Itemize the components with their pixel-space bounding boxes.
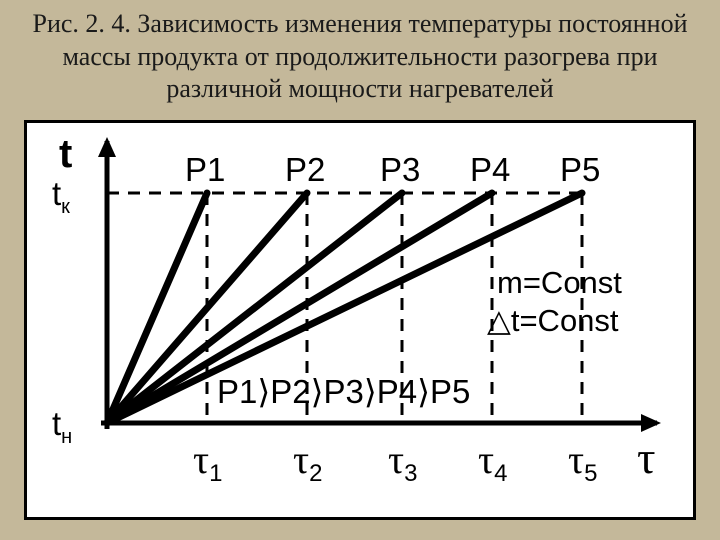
y-axis-label: t — [59, 132, 72, 176]
series-label: P3 — [380, 151, 420, 188]
y-tick-label: tн — [52, 405, 72, 448]
x-tick-label: τ2 — [293, 437, 322, 487]
x-axis-label: τ — [637, 432, 656, 483]
line-chart: P1 τ1 P2 τ2 P3 τ3 P4 τ4 P5 τ5 t τ tн tк m=Const△t=Cons… — [27, 123, 693, 517]
chart-container: P1 τ1 P2 τ2 P3 τ3 P4 τ4 P5 τ5 t τ tн tк m=Const△t=Cons… — [24, 120, 696, 520]
series-label: P4 — [470, 151, 510, 188]
x-tick-label: τ3 — [388, 437, 417, 487]
order-relation: P1⟩P2⟩P3⟩P4⟩P5 — [217, 373, 470, 410]
x-tick-label: τ4 — [478, 437, 507, 487]
series-label: P1 — [185, 151, 225, 188]
figure-caption: Рис. 2. 4. Зависимость изменения темпера… — [0, 0, 720, 110]
series-label: P5 — [560, 151, 600, 188]
y-tick-label: tк — [52, 175, 70, 218]
series-label: P2 — [285, 151, 325, 188]
x-tick-label: τ5 — [568, 437, 597, 487]
x-tick-label: τ1 — [193, 437, 222, 487]
chart-note: m=Const — [497, 265, 622, 300]
chart-note: △t=Const — [487, 303, 619, 338]
